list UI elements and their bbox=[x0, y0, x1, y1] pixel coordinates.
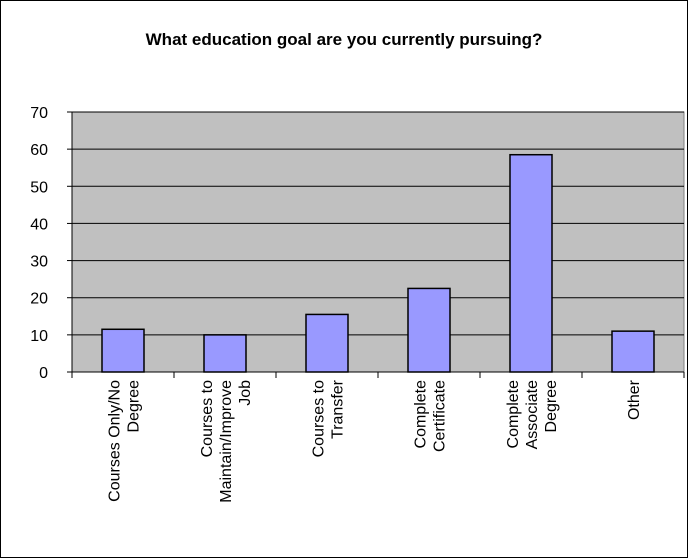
x-tick-label-group: Courses to Maintain/Improve Job bbox=[199, 380, 254, 503]
y-tick-label: 50 bbox=[30, 179, 48, 196]
x-tick-label: Complete bbox=[505, 380, 522, 449]
bar bbox=[305, 313, 349, 373]
x-tick-label: Certificate bbox=[432, 380, 449, 452]
x-tick-label: Other bbox=[626, 379, 643, 420]
bar bbox=[611, 330, 655, 373]
y-tick-label: 30 bbox=[30, 254, 48, 271]
x-tick-label-group: Courses Only/No Degree bbox=[107, 380, 143, 502]
x-tick-label-group: Courses to Transfer bbox=[311, 379, 347, 457]
x-tick-label: Job bbox=[237, 380, 254, 406]
y-tick-label: 40 bbox=[30, 216, 48, 233]
x-tick-label: Courses to bbox=[199, 380, 216, 457]
chart-title: What education goal are you currently pu… bbox=[145, 30, 543, 49]
bar bbox=[101, 328, 145, 373]
y-tick-label: 70 bbox=[30, 105, 48, 122]
x-tick-label: Courses to bbox=[311, 380, 328, 457]
x-tick-label: Degree bbox=[126, 380, 143, 433]
x-tick-label: Complete bbox=[413, 380, 430, 449]
bar bbox=[203, 334, 247, 373]
x-tick-label-group: Complete Certificate bbox=[413, 380, 449, 452]
y-tick-label: 20 bbox=[30, 291, 48, 308]
y-tick-label: 0 bbox=[39, 365, 48, 382]
x-tick-label: Courses Only/No bbox=[107, 380, 124, 502]
y-tick-label: 10 bbox=[30, 328, 48, 345]
x-tick-label: Transfer bbox=[330, 379, 347, 439]
x-tick-label-group: Complete Associate Degree bbox=[505, 380, 560, 449]
x-tick-label: Associate bbox=[524, 380, 541, 449]
plot-area bbox=[71, 111, 685, 373]
x-tick-label: Maintain/Improve bbox=[218, 380, 235, 503]
bar bbox=[407, 287, 451, 373]
x-tick-label-group: Other bbox=[626, 379, 643, 420]
x-tick-label: Degree bbox=[543, 380, 560, 433]
bar bbox=[509, 153, 553, 373]
y-tick-label: 60 bbox=[30, 142, 48, 159]
